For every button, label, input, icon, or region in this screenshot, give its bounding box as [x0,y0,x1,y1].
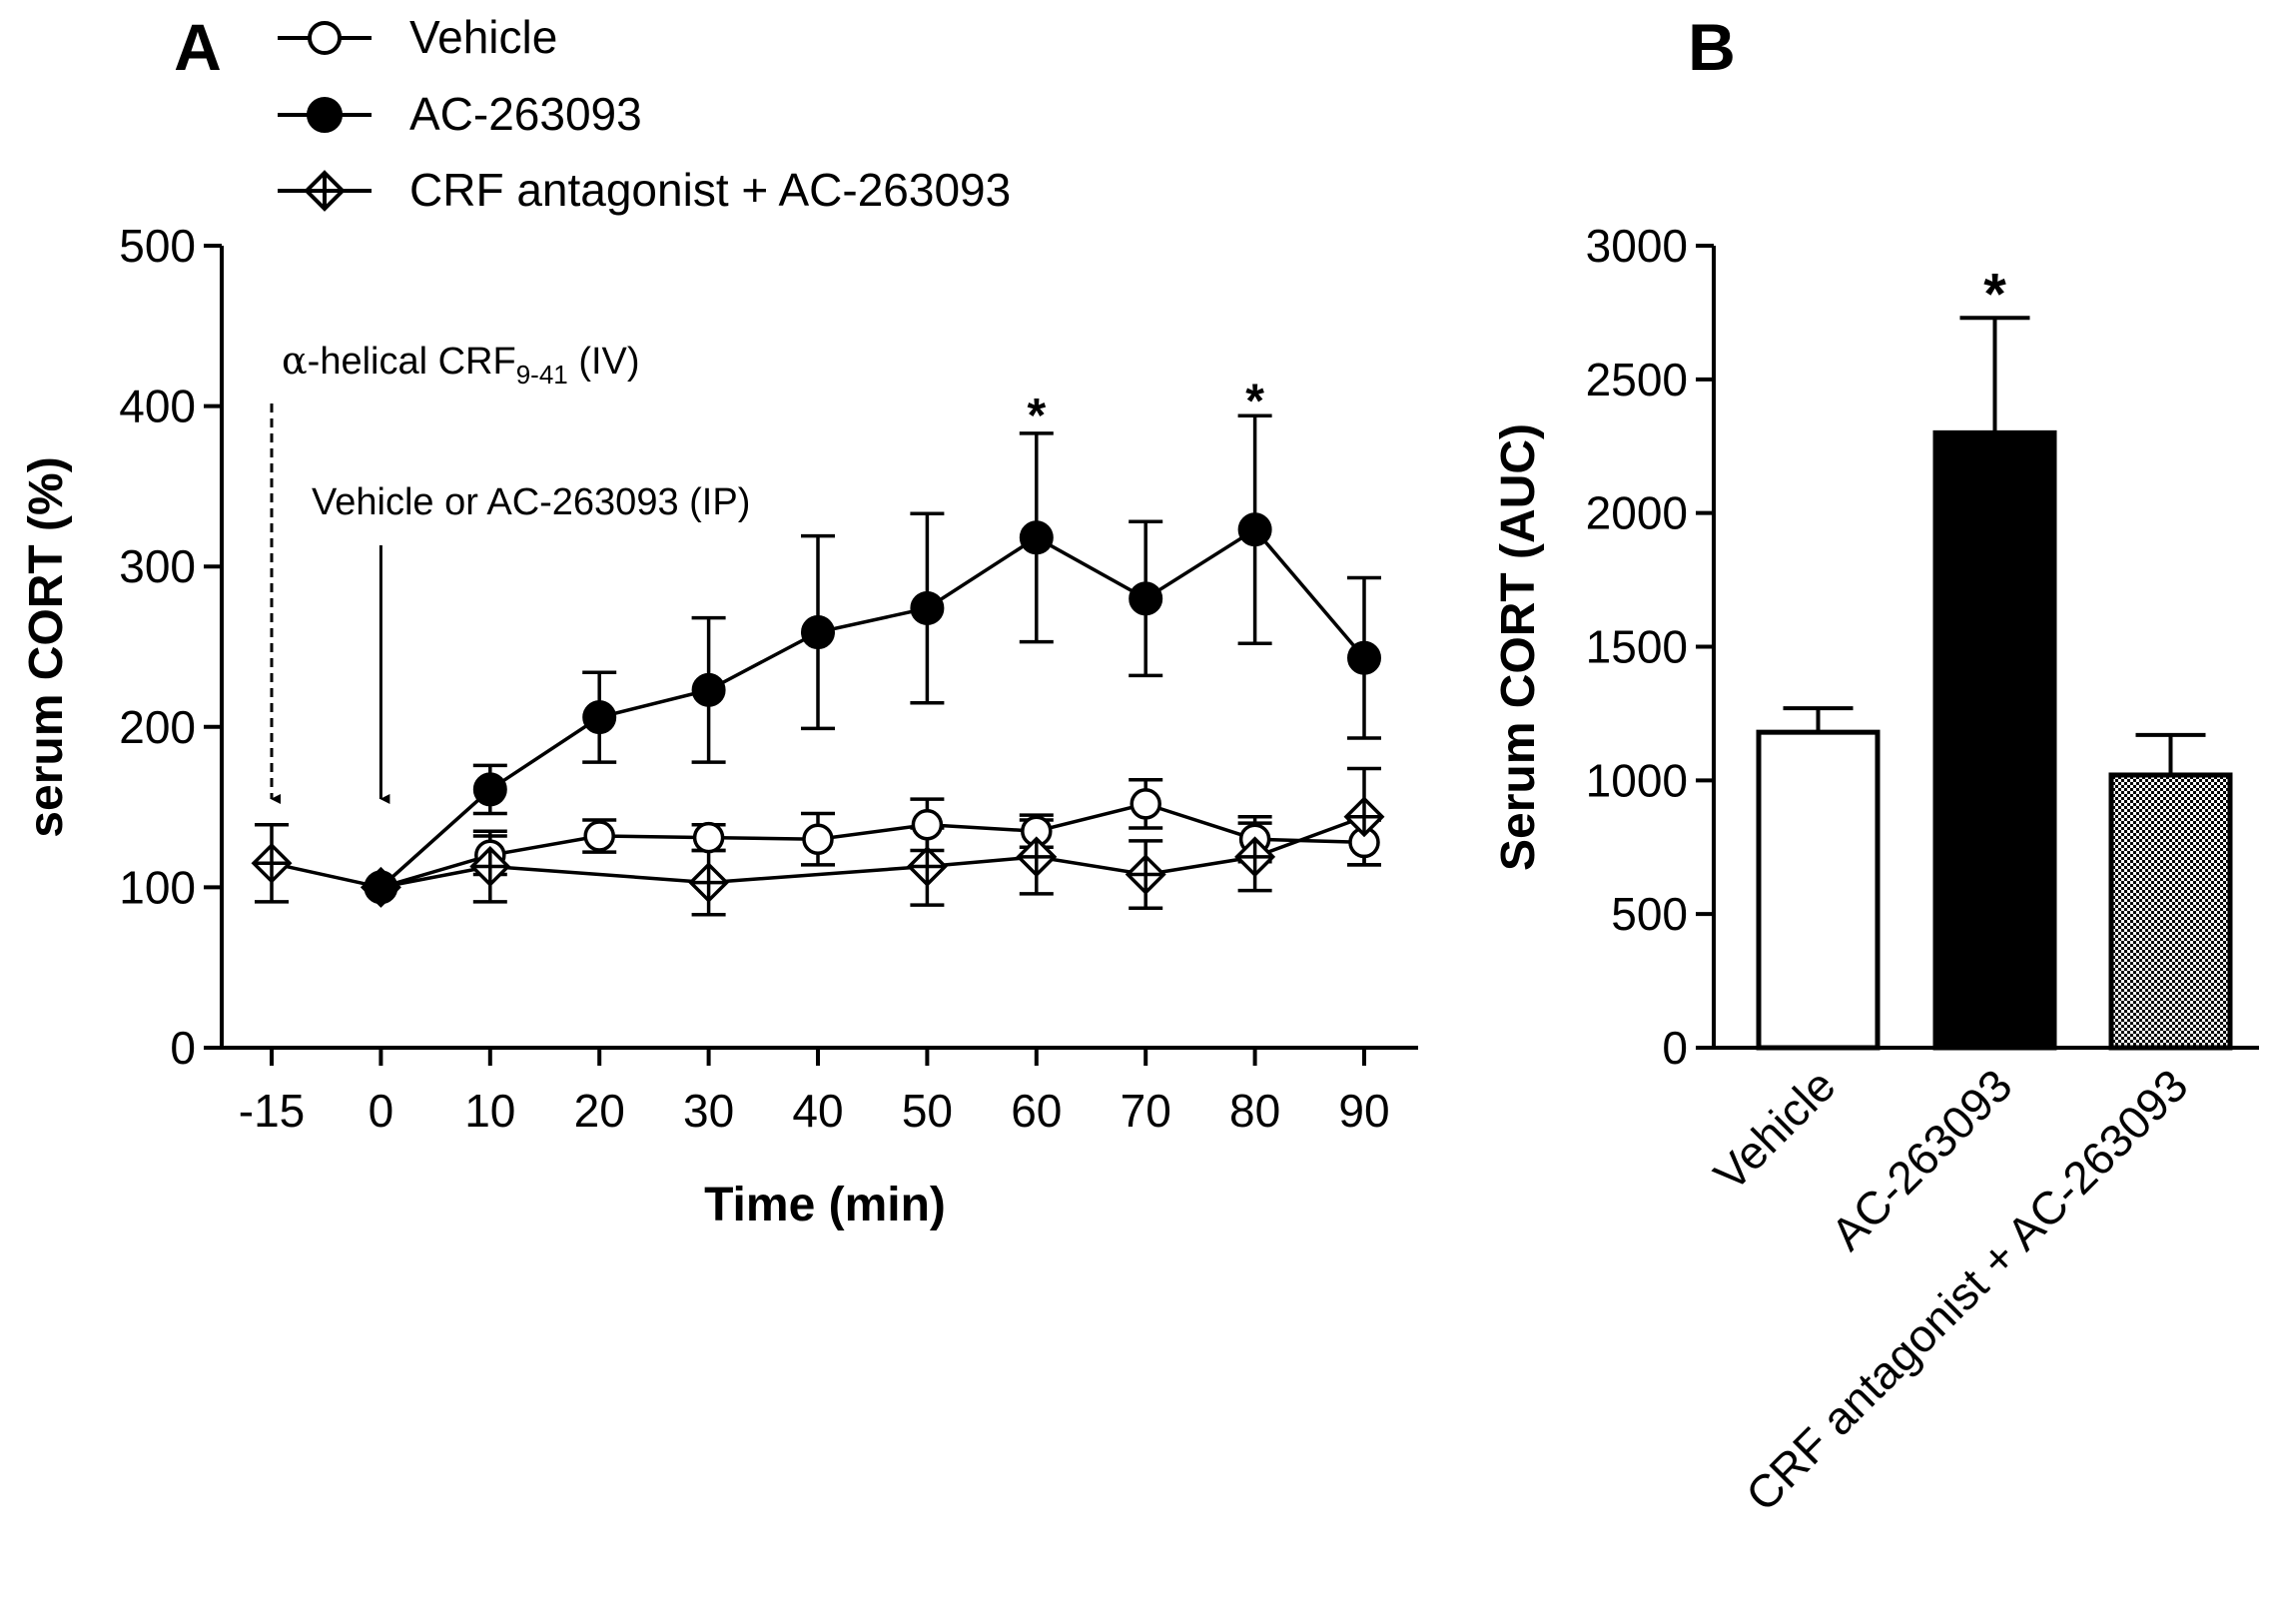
panel-b-y-tick-label: 1000 [1586,754,1688,806]
panel-b-y-tick-label: 0 [1662,1022,1688,1074]
markers [251,512,1385,908]
panel-a-plot: * * [251,375,1385,917]
panel-b-y-tick-label: 2000 [1586,487,1688,539]
panel-b-label: B [1688,10,1736,84]
panel-a-x-axis-title: Time (min) [704,1179,946,1231]
bar-white [1756,729,1881,1051]
alpha-symbol: α [282,339,308,383]
legend [278,21,372,212]
data-point-crf [688,862,730,904]
panel-a-y-tick-label: 500 [119,220,196,272]
panel-b-y-tick-label: 3000 [1586,220,1688,272]
legend-label-crf: CRF antagonist + AC-263093 [409,164,1011,216]
panel-a-x-tick-label: 60 [1011,1085,1062,1137]
data-point-crf [1343,796,1385,838]
panel-a-y-ticks: 0 100 200 300 400 500 [119,220,222,1074]
panel-a-x-tick-label: -15 [239,1085,305,1137]
legend-label-ac263093: AC-263093 [409,88,642,140]
panel-a-y-tick-label: 300 [119,540,196,592]
significance-star: * [1983,262,2006,327]
legend-marker-open-circle [308,21,342,55]
data-point-ac263093 [801,615,835,650]
data-point-crf [1234,836,1276,878]
panel-a-x-tick-label: 10 [464,1085,515,1137]
series-line-filled-circle [380,526,1366,889]
iv-label-suffix: (IV) [568,341,640,383]
panel-a-label: A [174,10,222,84]
panel-b-y-tick-label: 1500 [1586,621,1688,673]
data-point-ac263093 [582,700,617,735]
bar-checker [2108,772,2233,1051]
panel-a-annotations [270,404,390,804]
significance-star: * [1245,375,1264,427]
legend-marker-diamond [304,170,346,212]
panel-b-plot: * [1756,262,2233,1051]
iv-label-main: -helical CRF [308,341,516,383]
ip-annotation-label: Vehicle or AC-263093 (IP) [312,481,750,523]
panel-b-x-tick-label: Vehicle [1704,1059,1846,1201]
panel-a-x-ticks: -15 0 10 20 30 40 50 60 70 80 90 [239,1048,1390,1137]
data-point-ac263093 [910,590,945,625]
data-point-ac263093 [1347,640,1381,675]
data-point-vehicle [1130,788,1161,820]
data-point-crf [251,842,293,884]
legend-label-vehicle: Vehicle [409,11,557,63]
panel-b-y-axis-title: Serum CORT (AUC) [1492,423,1545,871]
panel-a-y-tick-label: 400 [119,381,196,432]
panel-a-y-tick-label: 100 [119,861,196,913]
legend-item-vehicle [278,21,372,55]
data-point-ac263093 [472,772,507,807]
panel-b-y-tick-label: 500 [1611,888,1688,940]
data-point-vehicle [692,821,725,854]
data-point-crf [469,846,511,887]
legend-marker-filled-circle [307,97,343,133]
data-point-ac263093 [1237,512,1272,547]
panel-a-x-tick-label: 70 [1121,1085,1171,1137]
significance-star: * [1027,390,1046,442]
iv-annotation-label: α-helical CRF9-41 (IV) [282,339,640,390]
panel-b-y-ticks: 0 500 1000 1500 2000 2500 3000 [1586,220,1714,1074]
bar-black [1932,429,2057,1051]
data-point-vehicle [583,820,615,852]
panel-a-x-tick-label: 50 [902,1085,953,1137]
data-point-crf [906,846,948,887]
series-line-open-circle [380,802,1365,890]
panel-a-y-tick-label: 0 [170,1022,196,1074]
data-point-ac263093 [691,672,726,707]
panel-a-x-tick-label: 90 [1338,1085,1389,1137]
panel-a-x-tick-label: 20 [574,1085,625,1137]
iv-label-subscript: 9-41 [516,360,568,390]
data-point-ac263093 [364,870,398,905]
data-point-ac263093 [1129,581,1163,616]
panel-a-x-tick-label: 80 [1229,1085,1280,1137]
data-point-crf [1016,836,1058,878]
data-point-crf [1125,854,1166,896]
panel-a-x-tick-label: 40 [792,1085,843,1137]
panel-a-y-tick-label: 200 [119,701,196,753]
data-point-ac263093 [1019,520,1054,555]
legend-item-crf [278,170,372,212]
panel-b-y-tick-label: 2500 [1586,354,1688,406]
data-point-vehicle [802,823,834,855]
legend-item-ac263093 [278,97,372,133]
panel-a-y-axis-title: serum CORT (%) [20,456,73,837]
panel-a-x-tick-label: 30 [683,1085,734,1137]
data-point-vehicle [911,809,944,841]
panel-a-x-tick-label: 0 [369,1085,394,1137]
